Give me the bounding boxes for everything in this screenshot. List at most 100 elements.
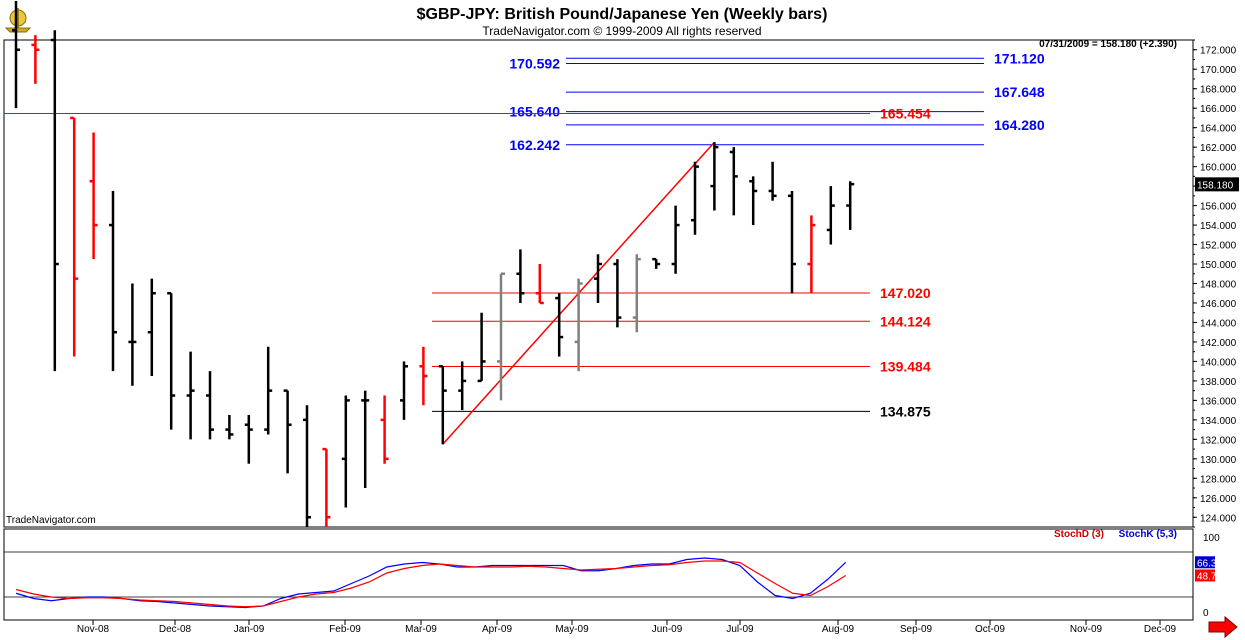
x-tick-label: Jul-09 bbox=[726, 624, 754, 635]
price-bars bbox=[12, 1, 855, 527]
price-bar bbox=[807, 215, 816, 294]
price-bar bbox=[516, 249, 525, 303]
stoch-k-legend: StochK (5,3) bbox=[1119, 529, 1177, 540]
stoch-d-value: 48.72 bbox=[1197, 571, 1222, 582]
price-bar bbox=[147, 278, 156, 377]
price-bar bbox=[128, 283, 137, 386]
stochastic-panel: 100 0 66.30 48.72 bbox=[4, 533, 1222, 619]
stoch-k-value-bg bbox=[1195, 556, 1215, 569]
price-bar bbox=[186, 351, 195, 440]
stoch-d-line bbox=[15, 560, 847, 608]
price-bar bbox=[303, 405, 311, 527]
y-tick-label: 170.000 bbox=[1200, 65, 1237, 76]
y-tick-label: 130.000 bbox=[1200, 455, 1237, 466]
fib-levels: 170.592 171.120 167.648 165.640 165.454 164.2… bbox=[4, 50, 1045, 419]
price-bar bbox=[710, 142, 719, 211]
level-label: 144.124 bbox=[880, 313, 931, 329]
price-bar bbox=[361, 390, 370, 489]
price-bar bbox=[283, 389, 292, 474]
y-tick-label: 164.000 bbox=[1200, 124, 1237, 135]
chart-subtitle: TradeNavigator.com © 1999-2009 All right… bbox=[482, 24, 761, 38]
price-bar bbox=[846, 181, 855, 230]
y-tick-label: 144.000 bbox=[1200, 318, 1237, 329]
price-bar bbox=[749, 176, 758, 226]
price-bar bbox=[613, 259, 622, 328]
x-tick-label: Jun-09 bbox=[652, 624, 683, 635]
stoch-d-legend: StochD (3) bbox=[1054, 529, 1104, 540]
x-tick-label: Aug-09 bbox=[822, 624, 855, 635]
x-tick-label: Nov-09 bbox=[1070, 624, 1103, 635]
price-bar bbox=[322, 447, 331, 527]
y-tick-label: 140.000 bbox=[1200, 357, 1237, 368]
price-bar bbox=[31, 35, 40, 84]
last-price-value: 158.180 bbox=[1197, 180, 1234, 191]
price-bar bbox=[729, 147, 738, 216]
stoch-tick-label: 0 bbox=[1203, 608, 1209, 619]
price-bar bbox=[632, 254, 641, 333]
price-bar bbox=[497, 272, 505, 401]
price-bar bbox=[458, 361, 467, 411]
price-bar bbox=[788, 190, 796, 294]
y-tick-label: 150.000 bbox=[1200, 260, 1237, 271]
price-bar bbox=[206, 371, 214, 440]
last-price-bg bbox=[1195, 177, 1239, 192]
y-tick-label: 128.000 bbox=[1200, 474, 1237, 485]
price-bar bbox=[419, 346, 428, 406]
x-tick-label: Mar-09 bbox=[405, 624, 437, 635]
x-tick-label: Dec-08 bbox=[159, 624, 192, 635]
price-bar bbox=[535, 264, 544, 305]
last-quote: 07/31/2009 = 158.180 (+2.390) bbox=[1039, 39, 1177, 50]
price-bar bbox=[594, 254, 602, 303]
trade-navigator-logo-icon bbox=[4, 8, 32, 33]
y-tick-label: 156.000 bbox=[1200, 202, 1237, 213]
price-bar bbox=[341, 395, 350, 508]
price-bar bbox=[555, 293, 564, 357]
stoch-k-value: 66.30 bbox=[1197, 558, 1222, 569]
price-bar bbox=[400, 361, 408, 420]
x-tick-label: Sep-09 bbox=[900, 624, 933, 635]
level-label: 164.280 bbox=[994, 117, 1045, 133]
scroll-right-button[interactable] bbox=[1208, 615, 1238, 639]
y-tick-label: 172.000 bbox=[1200, 46, 1237, 57]
level-label: 171.120 bbox=[994, 50, 1045, 66]
y-tick-label: 134.000 bbox=[1200, 416, 1237, 427]
y-tick-label: 152.000 bbox=[1200, 241, 1237, 252]
y-tick-label: 148.000 bbox=[1200, 280, 1237, 291]
y-axis: 124.000 126.000 128.000 130.000 132.000 134.0… bbox=[1193, 39, 1237, 528]
x-tick-label: Apr-09 bbox=[482, 624, 512, 635]
level-label: 170.592 bbox=[509, 55, 560, 71]
price-bar bbox=[109, 190, 117, 372]
level-label: 167.648 bbox=[994, 84, 1045, 100]
stoch-d-value-bg bbox=[1195, 569, 1215, 582]
price-bar bbox=[826, 186, 835, 245]
y-tick-label: 160.000 bbox=[1200, 163, 1237, 174]
x-tick-label: May-09 bbox=[555, 624, 589, 635]
price-bar bbox=[244, 414, 253, 464]
level-label: 162.242 bbox=[509, 137, 560, 153]
price-bar bbox=[671, 205, 680, 274]
x-tick-label: Dec-09 bbox=[1144, 624, 1177, 635]
y-tick-label: 146.000 bbox=[1200, 299, 1237, 310]
watermark: TradeNavigator.com bbox=[6, 515, 96, 526]
x-tick-label: Nov-08 bbox=[77, 624, 110, 635]
chart-title: $GBP-JPY: British Pound/Japanese Yen (We… bbox=[417, 6, 828, 23]
y-tick-label: 138.000 bbox=[1200, 377, 1237, 388]
stoch-k-line bbox=[15, 557, 847, 609]
x-axis: Nov-08 Dec-08 Jan-09 Feb-09 Mar-09 Apr-09 May-… bbox=[77, 620, 1177, 635]
level-label: 134.875 bbox=[880, 403, 931, 419]
price-bar bbox=[70, 116, 79, 357]
level-label: 165.454 bbox=[880, 105, 931, 121]
price-bar bbox=[768, 161, 777, 201]
y-tick-label: 136.000 bbox=[1200, 396, 1237, 407]
y-tick-label: 142.000 bbox=[1200, 338, 1237, 349]
stoch-tick-label: 100 bbox=[1203, 533, 1220, 544]
price-bar bbox=[50, 30, 59, 372]
level-label: 139.484 bbox=[880, 358, 931, 374]
y-tick-label: 132.000 bbox=[1200, 435, 1237, 446]
price-bar bbox=[167, 291, 176, 430]
level-label: 147.020 bbox=[880, 285, 931, 301]
price-bar bbox=[438, 365, 447, 445]
y-tick-label: 124.000 bbox=[1200, 513, 1237, 524]
y-tick-label: 162.000 bbox=[1200, 143, 1237, 154]
